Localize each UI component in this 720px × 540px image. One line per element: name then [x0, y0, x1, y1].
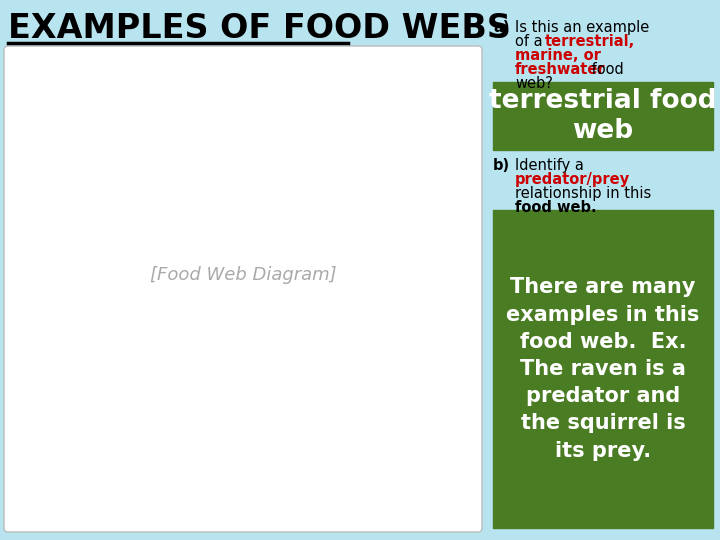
Bar: [493, 210, 713, 528]
Text: terrestrial,: terrestrial,: [545, 34, 635, 49]
Text: Is this an example: Is this an example: [515, 20, 649, 35]
Text: terrestrial food
web: terrestrial food web: [489, 88, 717, 144]
Text: web?: web?: [515, 76, 553, 91]
Text: of a: of a: [515, 34, 547, 49]
Bar: [493, 82, 713, 150]
FancyBboxPatch shape: [4, 46, 482, 532]
Text: [Food Web Diagram]: [Food Web Diagram]: [150, 266, 336, 284]
Text: EXAMPLES OF FOOD WEBS: EXAMPLES OF FOOD WEBS: [8, 12, 511, 45]
Text: food: food: [587, 62, 624, 77]
Text: Identify a: Identify a: [515, 158, 584, 173]
Text: relationship in this: relationship in this: [515, 186, 652, 201]
Text: There are many
examples in this
food web.  Ex.
The raven is a
predator and
the s: There are many examples in this food web…: [506, 278, 700, 461]
Text: food web.: food web.: [515, 200, 597, 215]
Text: predator/prey: predator/prey: [515, 172, 630, 187]
Text: marine, or: marine, or: [515, 48, 601, 63]
Text: a): a): [493, 20, 510, 35]
Text: freshwater: freshwater: [515, 62, 606, 77]
Text: b): b): [493, 158, 510, 173]
